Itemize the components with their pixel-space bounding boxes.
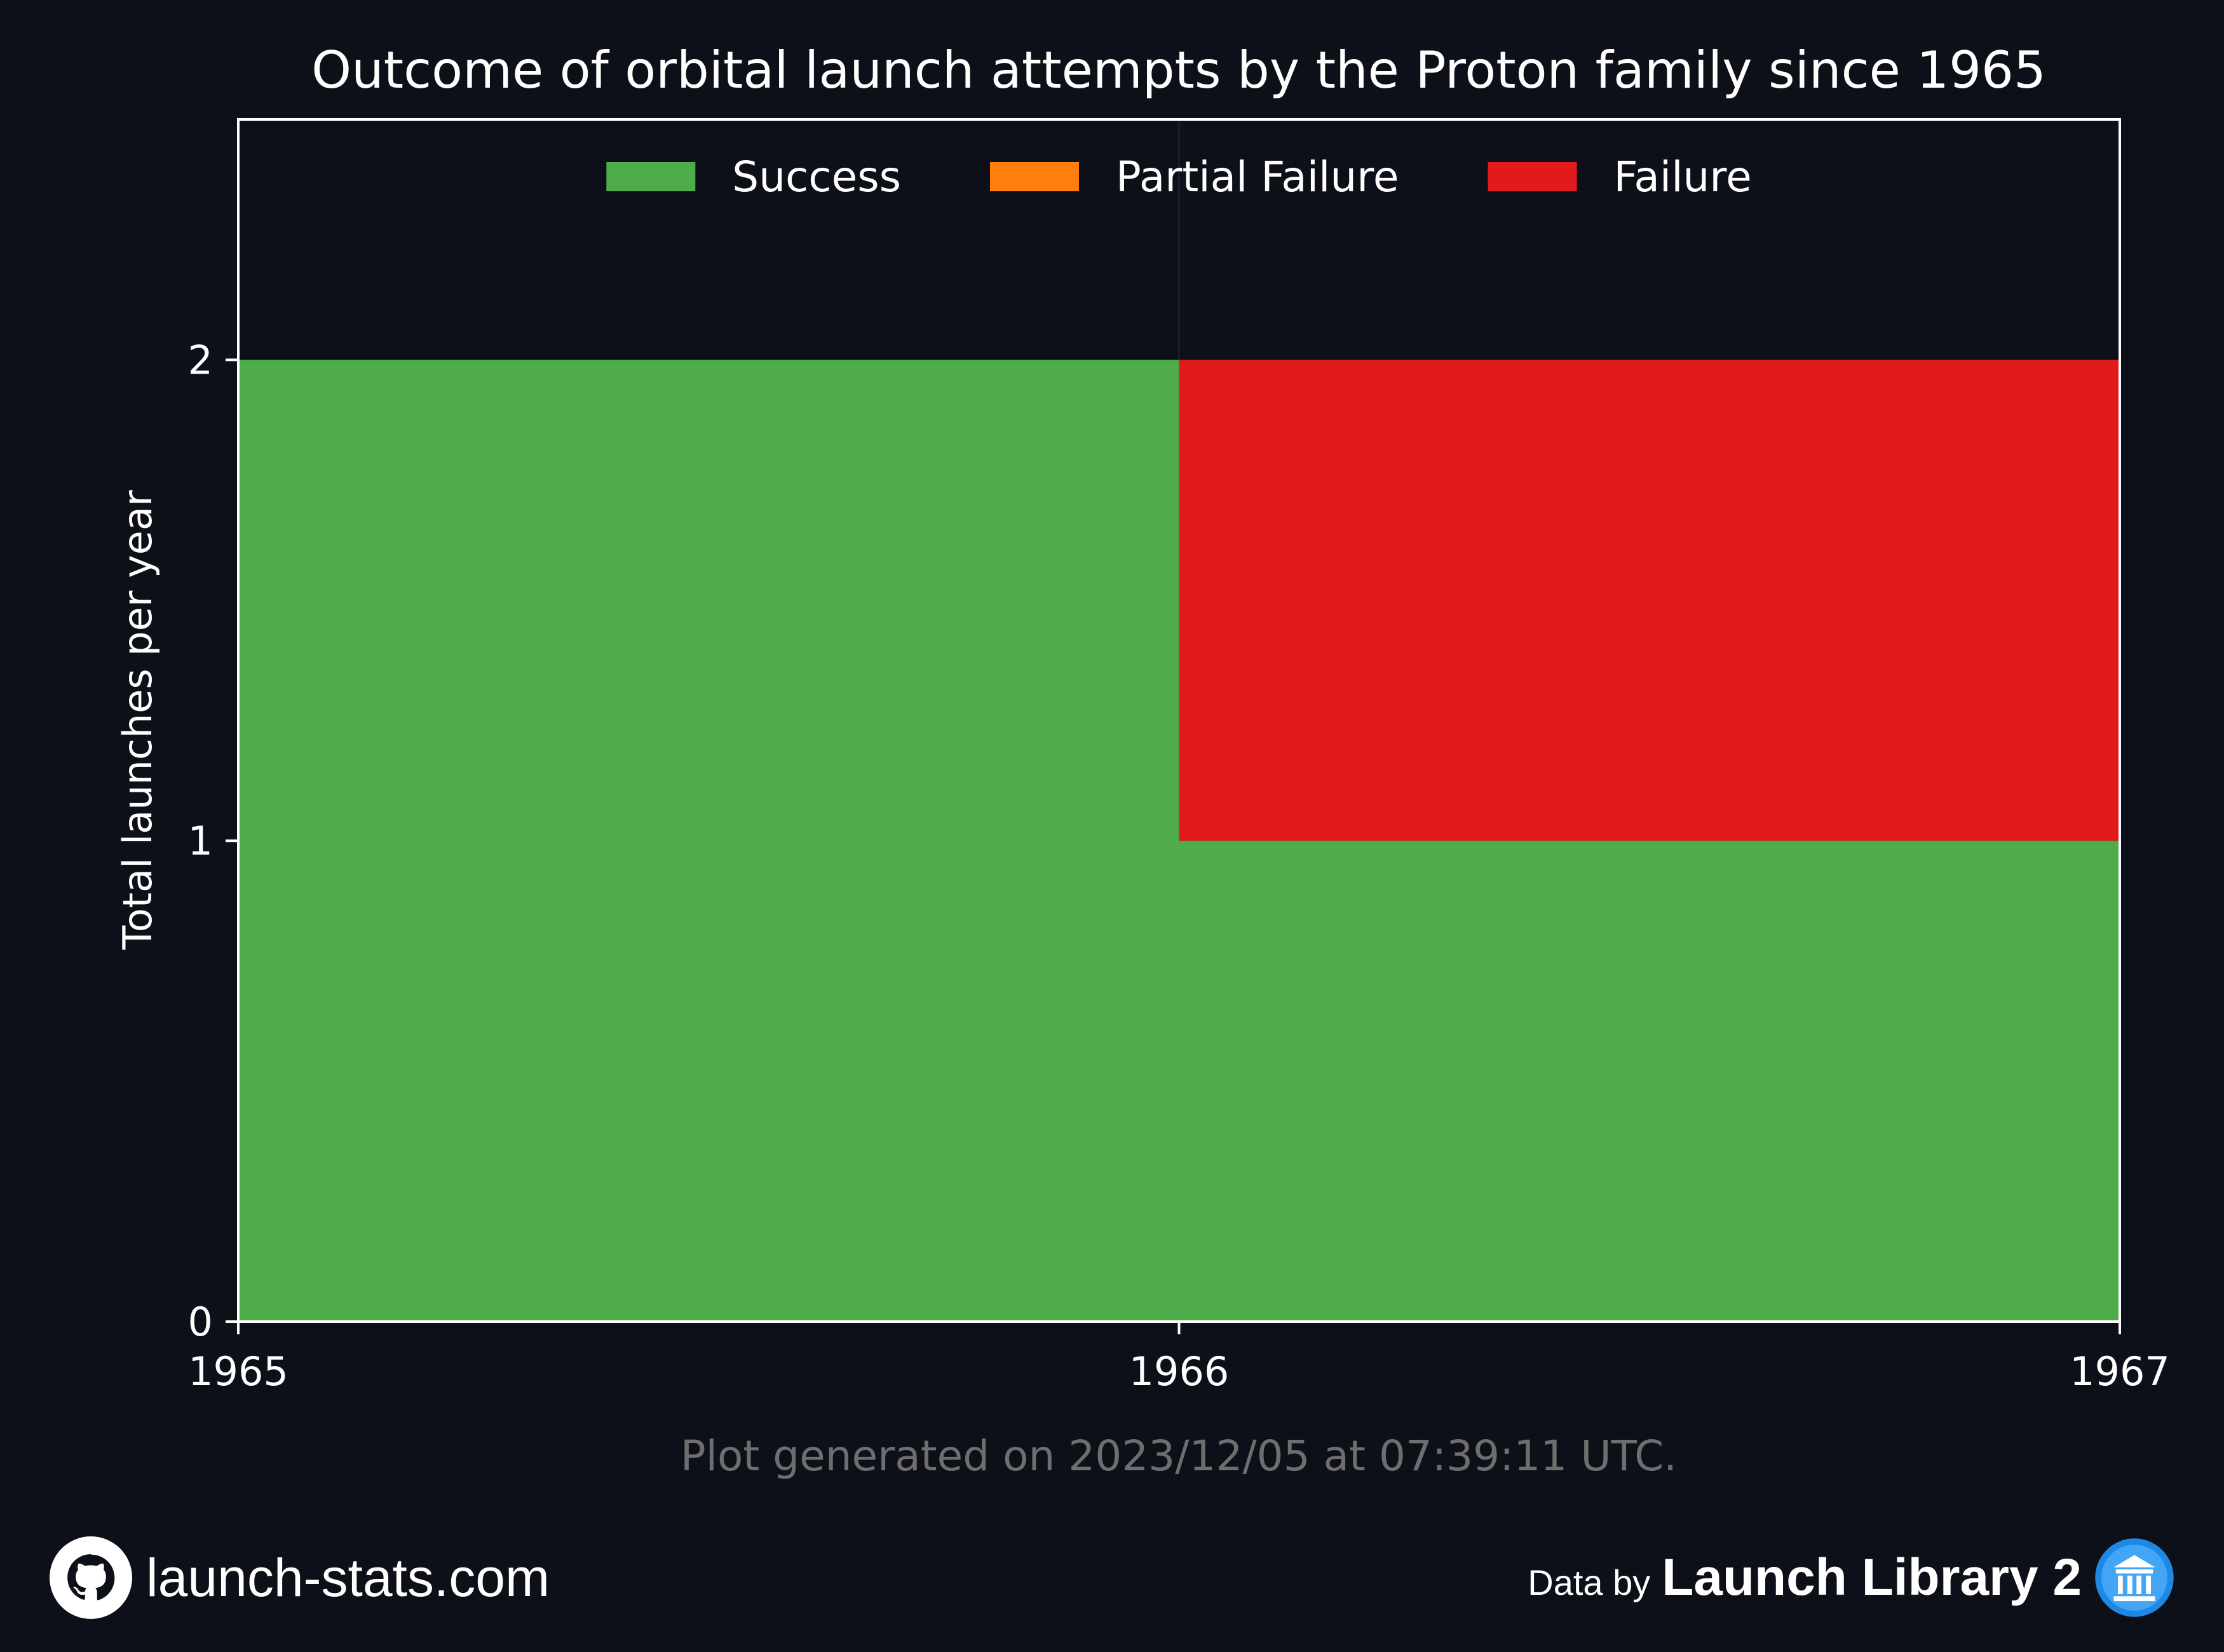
data-by-label: Data by	[1528, 1562, 1651, 1602]
chart-title: Outcome of orbital launch attempts by th…	[311, 41, 2046, 100]
launch-library-logo-icon	[2095, 1538, 2174, 1617]
legend-item-success: Success	[606, 152, 901, 201]
footer-site[interactable]: launch-stats.com	[50, 1536, 550, 1619]
generated-footnote: Plot generated on 2023/12/05 at 07:39:11…	[681, 1432, 1677, 1480]
x-axis: 1965 1966 1967	[188, 1322, 2170, 1395]
legend-item-partial-failure: Partial Failure	[989, 152, 1399, 201]
y-axis-label: Total launches per year	[114, 490, 161, 950]
legend-swatch	[989, 162, 1079, 191]
legend-label: Failure	[1614, 152, 1752, 201]
x-tick-label: 1966	[1129, 1348, 1230, 1395]
y-tick-label: 2	[188, 337, 213, 383]
launch-library-link[interactable]: Launch Library 2	[1662, 1548, 2082, 1606]
site-link[interactable]: launch-stats.com	[146, 1547, 550, 1608]
x-tick-label: 1965	[188, 1348, 288, 1395]
area-segment-failure-1966	[1179, 360, 2120, 841]
y-tick-label: 0	[188, 1299, 213, 1345]
y-tick-label: 1	[188, 818, 213, 864]
legend-swatch	[606, 162, 696, 191]
footer-attribution[interactable]: Data by Launch Library 2	[1528, 1536, 2176, 1619]
x-tick-label: 1967	[2070, 1348, 2170, 1395]
y-axis: 0 1 2	[188, 337, 238, 1345]
legend-label: Success	[732, 152, 901, 201]
legend-item-failure: Failure	[1488, 152, 1752, 201]
legend: Success Partial Failure Failure	[606, 152, 1752, 201]
stacked-area-group	[238, 360, 2120, 1322]
legend-swatch	[1488, 162, 1577, 191]
area-segment-success-1965	[238, 360, 1179, 1322]
legend-label: Partial Failure	[1116, 152, 1399, 201]
github-icon	[50, 1536, 132, 1619]
area-segment-success-1966	[1179, 841, 2120, 1322]
